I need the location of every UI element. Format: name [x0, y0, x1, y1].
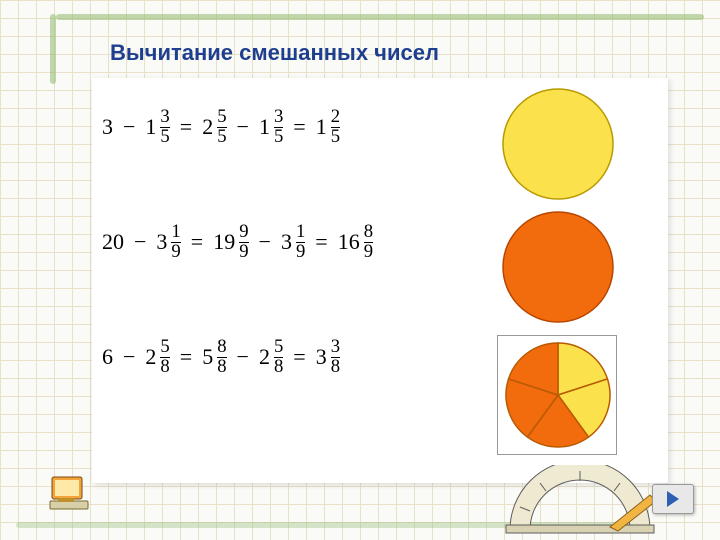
fraction: 19 — [296, 223, 305, 262]
fraction: 99 — [239, 223, 248, 262]
fraction: 88 — [217, 338, 226, 377]
mixed-number: 319 — [281, 223, 305, 262]
page-title: Вычитание смешанных чисел — [110, 40, 439, 66]
equation-row: 3−135=255−135=125 — [102, 108, 340, 147]
whole-part: 1 — [259, 114, 270, 140]
whole-part: 1 — [316, 114, 327, 140]
operator: = — [180, 344, 192, 370]
number: 20 — [102, 229, 124, 255]
operator: = — [180, 114, 192, 140]
whole-part: 2 — [145, 344, 156, 370]
operator: = — [191, 229, 203, 255]
fraction: 58 — [160, 338, 169, 377]
fraction: 19 — [171, 223, 180, 262]
decor-border-left — [50, 14, 56, 84]
operator: = — [315, 229, 327, 255]
mixed-number: 258 — [145, 338, 169, 377]
number: 3 — [102, 114, 113, 140]
whole-part: 5 — [202, 344, 213, 370]
fraction: 89 — [364, 223, 373, 262]
fraction-pie — [497, 335, 617, 455]
fraction: 38 — [331, 338, 340, 377]
whole-part: 19 — [213, 229, 235, 255]
whole-part: 3 — [281, 229, 292, 255]
mixed-number: 135 — [145, 108, 169, 147]
operator: − — [259, 229, 271, 255]
operator: = — [293, 344, 305, 370]
mixed-number: 258 — [259, 338, 283, 377]
mixed-number: 125 — [316, 108, 340, 147]
computer-icon — [48, 471, 94, 522]
operator: = — [293, 114, 305, 140]
mixed-number: 1999 — [213, 223, 248, 262]
fraction: 35 — [160, 108, 169, 147]
mixed-number: 338 — [316, 338, 340, 377]
mixed-number: 1689 — [338, 223, 373, 262]
whole-part: 2 — [259, 344, 270, 370]
whole-part: 3 — [156, 229, 167, 255]
number: 6 — [102, 344, 113, 370]
fraction: 35 — [274, 108, 283, 147]
decor-border-top — [56, 14, 704, 20]
mixed-number: 255 — [202, 108, 226, 147]
equation-row: 6−258=588−258=338 — [102, 338, 340, 377]
arrow-right-icon — [667, 491, 679, 507]
whole-part: 1 — [145, 114, 156, 140]
next-button[interactable] — [652, 484, 694, 514]
whole-part: 2 — [202, 114, 213, 140]
equation-row: 20−319=1999−319=1689 — [102, 223, 373, 262]
fraction: 25 — [331, 108, 340, 147]
mixed-number: 588 — [202, 338, 226, 377]
operator: − — [123, 114, 135, 140]
operator: − — [237, 344, 249, 370]
fraction-circle — [500, 86, 616, 202]
fraction: 58 — [274, 338, 283, 377]
operator: − — [123, 344, 135, 370]
operator: − — [237, 114, 249, 140]
content-panel: 3−135=255−135=12520−319=1999−319=16896−2… — [92, 78, 668, 483]
fraction-circle — [500, 209, 616, 325]
mixed-number: 135 — [259, 108, 283, 147]
protractor-icon — [500, 465, 660, 540]
whole-part: 3 — [316, 344, 327, 370]
operator: − — [134, 229, 146, 255]
whole-part: 16 — [338, 229, 360, 255]
mixed-number: 319 — [156, 223, 180, 262]
fraction: 55 — [217, 108, 226, 147]
